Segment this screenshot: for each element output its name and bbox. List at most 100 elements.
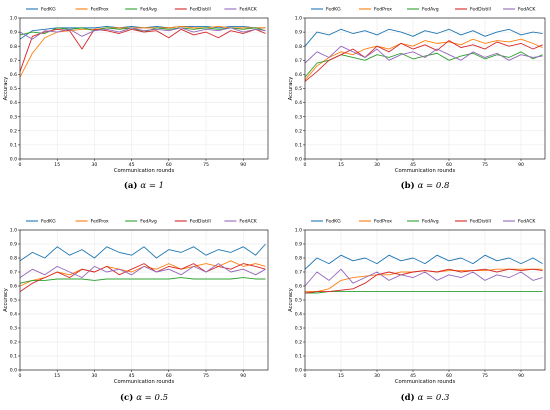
x-tick-label: 60: [446, 162, 452, 168]
y-tick-label: 0.9: [10, 30, 17, 36]
series-line-fedavg: [305, 291, 543, 294]
legend-label: FedKG: [41, 7, 56, 13]
x-tick-label: 30: [374, 373, 380, 379]
y-tick-label: 0.4: [295, 100, 302, 106]
series-line-fedavg: [19, 277, 266, 284]
x-tick-label: 60: [446, 373, 452, 379]
x-tick-label: 75: [203, 162, 209, 168]
legend-label: FedProx: [91, 7, 109, 13]
legend-label: FedProx: [374, 219, 392, 225]
legend-label: FedProx: [91, 219, 109, 225]
legend-label: FedAvg: [140, 7, 157, 13]
series-line-fedkg: [304, 28, 543, 47]
y-tick-label: 0.6: [10, 284, 17, 290]
y-tick-label: 0.2: [295, 128, 302, 134]
panel-caption: (d) α = 0.3: [401, 392, 450, 403]
y-tick-label: 0.8: [10, 44, 17, 50]
x-tick-label: 75: [203, 373, 209, 379]
y-axis-label: Accuracy: [3, 77, 9, 101]
y-tick-label: 0.4: [10, 312, 17, 318]
y-tick-label: 0.1: [10, 143, 17, 149]
x-tick-label: 30: [374, 162, 380, 168]
x-tick-label: 45: [129, 373, 135, 379]
series-line-fedavg: [304, 51, 543, 78]
y-tick-label: 0.9: [10, 242, 17, 248]
x-tick-label: 75: [482, 162, 488, 168]
y-tick-label: 0.5: [10, 298, 17, 304]
y-tick-label: 0.4: [295, 312, 302, 318]
caption-label: (b): [401, 180, 418, 191]
y-tick-label: 0.5: [295, 86, 302, 92]
y-tick-label: 0.8: [10, 256, 17, 262]
y-tick-label: 0.8: [295, 256, 302, 262]
x-axis-label: Communication rounds: [395, 379, 456, 385]
y-tick-label: 0.0: [10, 368, 17, 374]
panel-caption: (a) α = 1: [124, 180, 164, 191]
legend-label: FedACK: [518, 7, 536, 13]
series-line-fedack: [304, 268, 543, 287]
series-line-feddistill: [304, 268, 543, 294]
x-tick-label: 45: [410, 162, 416, 168]
series-line-feddistill: [304, 40, 543, 82]
y-tick-label: 0.3: [10, 326, 17, 332]
x-tick-label: 0: [304, 162, 307, 168]
y-tick-label: 0.2: [10, 128, 17, 134]
x-tick-label: 15: [54, 162, 60, 168]
caption-param: α = 0.5: [136, 393, 168, 403]
x-axis-label: Communication rounds: [114, 379, 175, 385]
caption-label: (a): [124, 180, 141, 191]
caption-param: α = 0.8: [418, 181, 450, 191]
legend-label: FedDistill: [470, 7, 491, 13]
y-tick-label: 0.2: [10, 340, 17, 346]
legend-label: FedACK: [239, 219, 257, 225]
y-tick-label: 0.3: [295, 114, 302, 120]
x-tick-label: 90: [518, 162, 524, 168]
y-tick-label: 0.6: [295, 72, 302, 78]
caption-label: (c): [120, 392, 136, 403]
y-tick-label: 0.1: [295, 354, 302, 360]
x-tick-label: 15: [338, 162, 344, 168]
x-tick-label: 30: [91, 162, 97, 168]
x-tick-label: 60: [166, 162, 172, 168]
chart-panel-b: 0.0 0.1 0.2 0.3 0.4 0.5 0.6 0.7 0.8 0.9 1.0 0 15 30 45…: [288, 7, 546, 191]
x-axis-label: Communication rounds: [395, 168, 456, 174]
x-tick-label: 15: [338, 373, 344, 379]
y-tick-label: 0.1: [295, 143, 302, 149]
series-line-feddistill: [19, 28, 266, 72]
panel-caption: (c) α = 0.5: [120, 392, 168, 403]
legend-label: FedProx: [374, 7, 392, 13]
y-tick-label: 1.0: [295, 16, 302, 22]
y-tick-label: 0.1: [10, 354, 17, 360]
x-tick-label: 75: [482, 373, 488, 379]
legend-label: FedKG: [326, 7, 341, 13]
series-line-fedprox: [19, 26, 266, 78]
y-tick-label: 1.0: [10, 228, 17, 234]
x-axis-label: Communication rounds: [114, 168, 175, 174]
legend-label: FedAvg: [140, 219, 157, 225]
y-tick-label: 0.7: [295, 58, 302, 64]
y-tick-label: 0.9: [295, 242, 302, 248]
panel-caption: (b) α = 0.8: [401, 180, 450, 191]
y-tick-label: 0.8: [295, 44, 302, 50]
y-tick-label: 1.0: [10, 16, 17, 22]
y-tick-label: 0.5: [295, 298, 302, 304]
y-tick-label: 0.0: [10, 157, 17, 163]
caption-param: α = 1: [140, 181, 164, 191]
y-tick-label: 0.3: [295, 326, 302, 332]
series-line-fedack: [19, 263, 266, 279]
y-tick-label: 0.7: [10, 270, 17, 276]
y-tick-label: 0.2: [295, 340, 302, 346]
legend-label: FedDistill: [190, 219, 211, 225]
caption-param: α = 0.3: [418, 393, 450, 403]
y-tick-label: 0.6: [10, 72, 17, 78]
x-tick-label: 30: [91, 373, 97, 379]
y-tick-label: 0.0: [295, 157, 302, 163]
chart-panel-a: 0.0 0.1 0.2 0.3 0.4 0.5 0.6 0.7 0.8 0.9 1.0 0 15 30 45…: [3, 7, 269, 191]
y-axis-label: Accuracy: [288, 288, 294, 312]
y-tick-label: 0.4: [10, 100, 17, 106]
y-tick-label: 0.9: [295, 30, 302, 36]
series-line-fedkg: [304, 254, 543, 270]
legend-label: FedAvg: [422, 7, 439, 13]
y-tick-label: 0.5: [10, 86, 17, 92]
y-tick-label: 0.3: [10, 114, 17, 120]
